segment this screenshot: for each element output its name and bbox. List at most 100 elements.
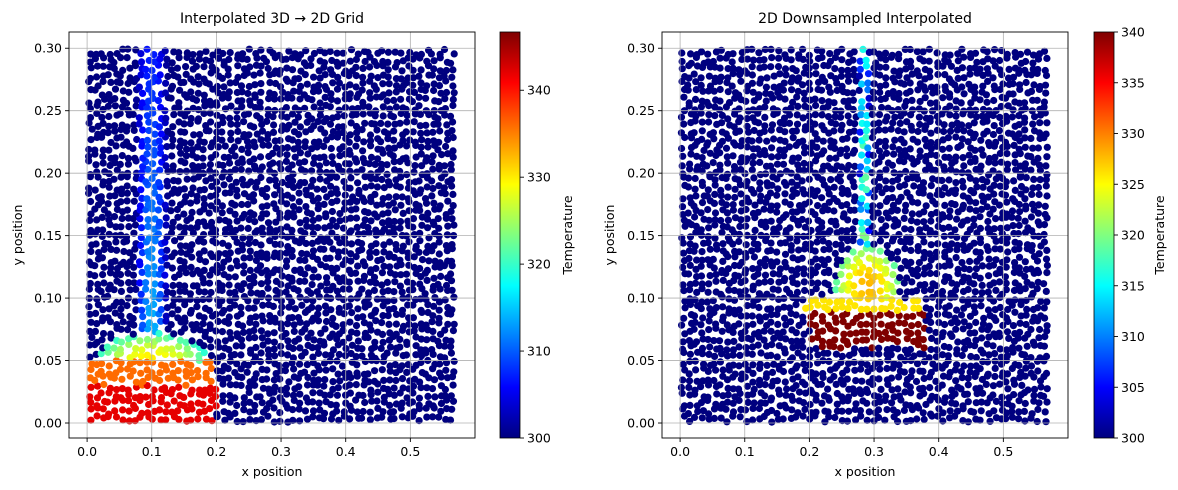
data-point (289, 170, 297, 178)
data-point (105, 370, 113, 378)
data-point (416, 237, 424, 245)
data-point (945, 144, 953, 152)
data-point (964, 398, 972, 406)
data-point (366, 408, 374, 416)
data-point (91, 327, 99, 335)
data-point (1021, 285, 1029, 293)
data-point (246, 416, 254, 424)
data-point (837, 270, 845, 278)
data-point (428, 71, 436, 79)
data-point (427, 50, 435, 58)
data-point (409, 187, 417, 195)
data-point (686, 350, 695, 358)
data-point (712, 366, 720, 374)
data-point (138, 249, 147, 257)
data-point (851, 120, 859, 128)
data-point (970, 215, 978, 223)
data-point (188, 146, 196, 154)
data-point (283, 200, 291, 208)
data-point (869, 202, 877, 210)
data-point (907, 389, 915, 397)
data-point (326, 47, 334, 56)
data-point (390, 158, 398, 166)
data-point (773, 191, 781, 199)
data-point (297, 82, 305, 90)
data-point (347, 240, 356, 248)
data-point (693, 288, 701, 296)
data-point (310, 73, 318, 81)
data-point (869, 321, 877, 329)
data-point (113, 321, 121, 329)
data-point (282, 104, 290, 112)
data-point (136, 215, 144, 223)
data-point (773, 160, 782, 168)
data-point (858, 290, 866, 298)
data-point (270, 418, 278, 426)
data-point (882, 166, 890, 174)
data-point (137, 352, 145, 360)
data-point (1009, 195, 1017, 203)
data-point (415, 177, 423, 185)
data-point (952, 400, 960, 408)
data-point (818, 219, 826, 227)
data-point (180, 139, 189, 147)
data-point (231, 301, 239, 309)
data-point (761, 392, 769, 400)
data-point (912, 171, 921, 179)
data-point (697, 272, 706, 280)
data-point (372, 306, 380, 314)
data-point (239, 50, 247, 58)
data-point (399, 384, 407, 392)
data-point (959, 154, 967, 162)
data-point (915, 304, 923, 312)
data-point (971, 308, 979, 317)
data-point (418, 136, 426, 144)
data-point (434, 120, 442, 128)
data-point (219, 49, 227, 58)
data-point (317, 106, 325, 114)
data-point (1029, 289, 1037, 297)
data-point (812, 321, 820, 330)
data-point (390, 415, 398, 423)
data-point (983, 340, 991, 348)
data-point (275, 362, 283, 370)
data-point (91, 262, 99, 270)
data-point (938, 176, 946, 185)
data-point (374, 74, 382, 82)
data-point (360, 272, 368, 280)
data-point (364, 209, 372, 217)
data-point (792, 127, 801, 135)
data-point (256, 393, 264, 401)
data-point (932, 200, 940, 208)
data-point (748, 166, 756, 174)
data-point (843, 375, 851, 383)
data-point (830, 127, 838, 135)
data-point (289, 406, 297, 414)
left-chart-title: Interpolated 3D → 2D Grid (180, 11, 364, 27)
data-point (833, 278, 841, 286)
data-point (1034, 218, 1042, 226)
data-point (143, 335, 152, 344)
data-point (124, 79, 132, 88)
data-point (329, 79, 337, 87)
data-point (232, 178, 240, 186)
data-point (425, 257, 433, 265)
data-point (719, 276, 727, 284)
data-point (680, 402, 689, 410)
data-point (966, 257, 974, 265)
data-point (435, 182, 443, 190)
data-point (264, 272, 272, 280)
data-point (907, 417, 915, 425)
data-point (894, 219, 902, 227)
data-point (908, 278, 916, 286)
data-point (430, 80, 438, 88)
data-point (1002, 378, 1010, 386)
data-point (691, 185, 699, 193)
data-point (832, 240, 840, 248)
data-point (315, 201, 323, 209)
data-point (187, 416, 195, 424)
data-point (1034, 304, 1042, 312)
data-point (403, 368, 411, 376)
data-point (763, 137, 771, 145)
data-point (227, 136, 235, 144)
